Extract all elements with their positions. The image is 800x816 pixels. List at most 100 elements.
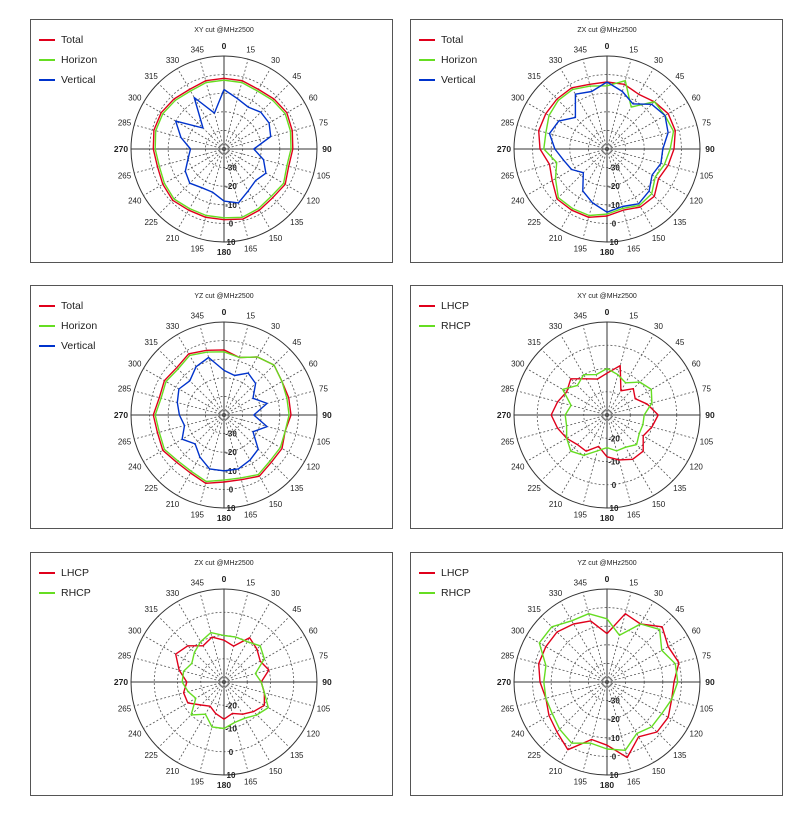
- legend-swatch: [419, 572, 435, 574]
- angle-tick-label: 135: [290, 751, 304, 760]
- legend: LHCP RHCP: [419, 296, 471, 336]
- chart-title: ZX cut @MHz2500: [577, 27, 636, 34]
- grid-spoke: [541, 349, 607, 415]
- angle-tick-label: 265: [501, 438, 515, 447]
- angle-tick-label: 345: [191, 46, 205, 55]
- radial-tick-label: 10: [227, 771, 236, 780]
- angle-tick-label: 285: [501, 118, 515, 127]
- angle-tick-label: 240: [511, 197, 525, 206]
- legend-swatch: [39, 39, 55, 41]
- radial-tick-label: -10: [225, 467, 237, 476]
- angle-tick-label: 345: [574, 579, 588, 588]
- angle-tick-label: 0: [605, 41, 610, 51]
- radial-tick-label: 10: [610, 238, 619, 247]
- grid-spoke: [224, 149, 314, 173]
- angle-tick-label: 105: [317, 172, 331, 181]
- angle-tick-label: 45: [675, 605, 684, 614]
- angle-tick-label: 135: [673, 484, 687, 493]
- chart-title: YZ cut @MHz2500: [577, 560, 636, 567]
- legend-swatch: [39, 592, 55, 594]
- angle-tick-label: 150: [652, 500, 666, 509]
- angle-tick-label: 15: [246, 312, 255, 321]
- legend-label: LHCP: [441, 567, 469, 579]
- chart-title: XY cut @MHz2500: [577, 293, 637, 300]
- angle-tick-label: 180: [217, 247, 231, 257]
- angle-tick-label: 195: [191, 777, 205, 786]
- angle-tick-label: 75: [702, 118, 711, 127]
- grid-spoke: [224, 334, 271, 415]
- legend-label: Vertical: [61, 340, 95, 352]
- legend-label: Total: [61, 34, 83, 46]
- grid-spoke: [224, 415, 248, 505]
- angle-tick-label: 90: [322, 677, 332, 687]
- angle-tick-label: 210: [549, 234, 563, 243]
- radial-tick-label: 0: [612, 481, 617, 490]
- angle-tick-label: 15: [629, 579, 638, 588]
- grid-spoke: [158, 349, 224, 415]
- angle-tick-label: 150: [269, 767, 283, 776]
- radial-tick-label: -20: [608, 434, 620, 443]
- angle-tick-label: 15: [629, 312, 638, 321]
- legend: Total Horizon Vertical: [39, 30, 97, 90]
- angle-tick-label: 330: [166, 322, 180, 331]
- angle-tick-label: 330: [549, 589, 563, 598]
- legend-item-vertical: Vertical: [39, 70, 97, 90]
- angle-tick-label: 285: [118, 651, 132, 660]
- series-line-horizon: [155, 352, 289, 482]
- legend-item-vertical: Vertical: [419, 70, 477, 90]
- grid-spoke: [607, 601, 654, 682]
- grid-spoke: [607, 682, 697, 706]
- grid-spoke: [224, 415, 314, 439]
- grid-spoke: [607, 83, 673, 149]
- grid-spoke: [517, 658, 607, 682]
- angle-tick-label: 210: [166, 500, 180, 509]
- grid-spoke: [134, 415, 224, 439]
- angle-tick-label: 120: [690, 730, 704, 739]
- grid-spoke: [517, 682, 607, 706]
- angle-tick-label: 225: [527, 218, 541, 227]
- angle-tick-label: 150: [652, 234, 666, 243]
- angle-tick-label: 75: [702, 384, 711, 393]
- angle-tick-label: 105: [700, 438, 714, 447]
- angle-tick-label: 195: [191, 244, 205, 253]
- angle-tick-label: 75: [702, 651, 711, 660]
- grid-spoke: [158, 149, 224, 215]
- angle-tick-label: 30: [654, 589, 663, 598]
- angle-tick-label: 345: [191, 312, 205, 321]
- legend-swatch: [39, 305, 55, 307]
- angle-tick-label: 165: [244, 777, 258, 786]
- angle-tick-label: 165: [627, 244, 641, 253]
- grid-spoke: [224, 83, 290, 149]
- angle-tick-label: 60: [692, 627, 701, 636]
- grid-spoke: [583, 149, 607, 239]
- chart-panel-xy-cut-cp: XY cut @MHz2500 0 15 30 45 60 75 90 105 120 135 150…: [410, 285, 783, 529]
- angle-tick-label: 90: [705, 410, 715, 420]
- legend-item-lhcp: LHCP: [39, 563, 91, 583]
- radial-tick-label: 10: [227, 504, 236, 513]
- chart-panel-yz-cut-cp: YZ cut @MHz2500 0 15 30 45 60 75 90 105 120 135 150…: [410, 552, 783, 796]
- grid-spoke: [561, 68, 608, 149]
- grid-spoke: [158, 83, 224, 149]
- angle-tick-label: 300: [128, 627, 142, 636]
- angle-tick-label: 285: [118, 118, 132, 127]
- legend-swatch: [39, 59, 55, 61]
- radial-tick-label: -30: [225, 164, 237, 173]
- radial-tick-label: -30: [608, 164, 620, 173]
- angle-tick-label: 30: [654, 56, 663, 65]
- radial-tick-label: 0: [612, 219, 617, 228]
- angle-tick-label: 150: [652, 767, 666, 776]
- grid-spoke: [607, 149, 697, 173]
- grid-spoke: [541, 149, 607, 215]
- angle-tick-label: 60: [692, 360, 701, 369]
- angle-tick-label: 90: [705, 144, 715, 154]
- angle-tick-label: 135: [673, 218, 687, 227]
- angle-tick-label: 225: [144, 751, 158, 760]
- grid-spoke: [561, 601, 608, 682]
- legend-item-horizon: Horizon: [39, 316, 97, 336]
- legend-swatch: [419, 59, 435, 61]
- radial-tick-label: -30: [608, 697, 620, 706]
- angle-tick-label: 90: [322, 144, 332, 154]
- angle-tick-label: 300: [511, 94, 525, 103]
- angle-tick-label: 180: [217, 513, 231, 523]
- chart-title: YZ cut @MHz2500: [194, 293, 253, 300]
